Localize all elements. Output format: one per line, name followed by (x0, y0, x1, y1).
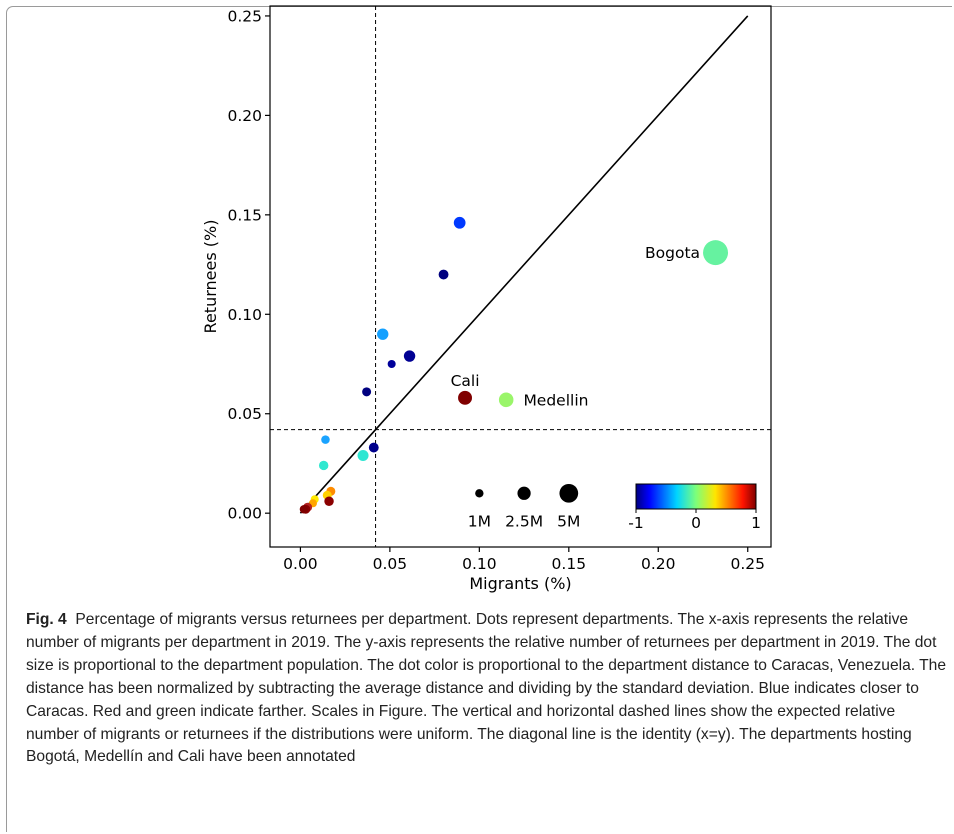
data-point (299, 504, 309, 514)
data-point (458, 390, 473, 405)
y-tick-label: 0.25 (227, 7, 262, 25)
x-tick-label: 0.05 (373, 555, 408, 573)
size-legend-label: 5M (557, 512, 580, 530)
y-axis-label: Returnees (%) (201, 220, 220, 334)
data-point (377, 328, 389, 340)
x-tick-label: 0.00 (283, 555, 318, 573)
x-tick-label: 0.15 (552, 555, 587, 573)
colorbar-tick-label: -1 (628, 514, 643, 532)
data-point (438, 269, 449, 280)
y-tick-label: 0.05 (227, 405, 262, 423)
data-point (498, 392, 514, 408)
caption-text: Percentage of migrants versus returnees … (26, 611, 947, 766)
size-legend-dot (559, 483, 579, 503)
colorbar-tick-label: 0 (691, 514, 701, 532)
data-point (357, 449, 369, 462)
scatter-chart: 0.00 0.05 0.10 0.15 0.20 0.25 0.00 0.05 0.10 0.15… (201, 5, 772, 593)
colorbar-tick-label: 1 (751, 514, 761, 532)
x-axis-label: Migrants (%) (469, 574, 571, 593)
figure-caption: Fig. 4 Percentage of migrants versus ret… (26, 609, 946, 769)
point-label: Medellin (523, 391, 588, 409)
data-point (318, 460, 329, 471)
data-point (387, 359, 396, 369)
data-point (368, 442, 379, 453)
data-point (403, 350, 416, 362)
caption-label: Fig. 4 (26, 611, 67, 628)
y-tick-label: 0.10 (227, 306, 262, 324)
y-tick-label: 0.15 (227, 206, 262, 224)
x-tick-label: 0.10 (462, 555, 497, 573)
x-tick-label: 0.25 (730, 555, 765, 573)
size-legend-dot (517, 486, 531, 500)
point-label: Bogota (645, 244, 700, 262)
x-tick-label: 0.20 (641, 555, 676, 573)
data-point (453, 216, 466, 229)
y-tick-label: 0.20 (227, 107, 262, 125)
colorbar (635, 483, 757, 510)
data-point (321, 435, 330, 444)
size-legend-label: 1M (468, 512, 491, 530)
data-point (324, 496, 334, 506)
data-point (703, 240, 729, 266)
size-legend-label: 2.5M (505, 512, 543, 530)
identity-line (299, 15, 749, 514)
data-point (362, 387, 372, 397)
plot-area (269, 5, 772, 548)
y-tick-label: 0.00 (227, 505, 262, 523)
point-label: Cali (451, 372, 480, 390)
size-legend-dot (475, 489, 484, 498)
